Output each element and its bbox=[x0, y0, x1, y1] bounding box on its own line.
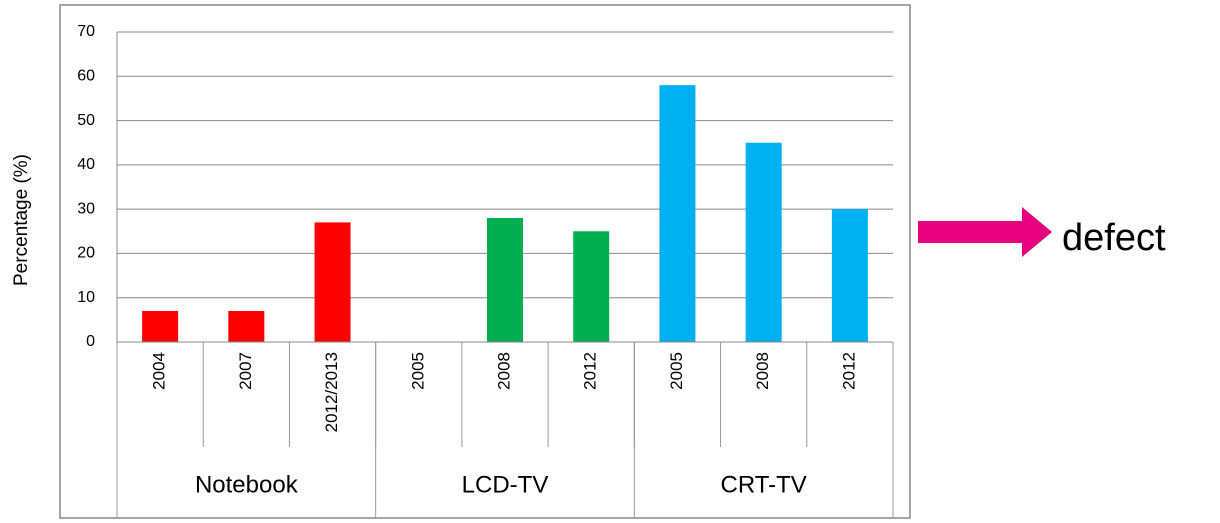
x-tick-label: 2012 bbox=[581, 352, 600, 390]
x-tick-label: 2005 bbox=[408, 352, 427, 390]
x-tick-label: 2008 bbox=[494, 352, 513, 390]
y-axis-label: Percentage (%) bbox=[11, 154, 32, 286]
x-tick-label: 2005 bbox=[667, 352, 686, 390]
y-tick-label: 30 bbox=[77, 200, 95, 217]
x-tick-label: 2008 bbox=[753, 352, 772, 390]
bar bbox=[659, 85, 696, 343]
x-tick-label: 2007 bbox=[236, 352, 255, 390]
annotation: defect bbox=[1062, 217, 1166, 259]
bar bbox=[228, 311, 265, 342]
x-tick-label: 2012 bbox=[839, 352, 858, 390]
y-tick-label: 60 bbox=[77, 68, 95, 85]
bar bbox=[745, 142, 782, 342]
y-tick-label: 50 bbox=[77, 112, 95, 129]
group-label: Notebook bbox=[195, 471, 299, 498]
chart-frame bbox=[59, 4, 911, 519]
group-label: CRT-TV bbox=[721, 471, 807, 498]
x-tick-label: 2012/2013 bbox=[322, 352, 341, 432]
bar bbox=[573, 231, 610, 342]
arrow bbox=[918, 207, 1052, 257]
group-label: LCD-TV bbox=[462, 471, 549, 498]
y-tick-label: 40 bbox=[77, 156, 95, 173]
bar bbox=[142, 311, 179, 342]
bar bbox=[487, 218, 523, 342]
category-labels: 2004 2007 2012/2013 2005 2008 2012 2005 2008 201… bbox=[150, 352, 859, 432]
x-tick-label: 2004 bbox=[150, 352, 169, 390]
y-tick-label: 0 bbox=[86, 333, 95, 350]
y-tick-label: 20 bbox=[77, 245, 95, 262]
y-tick-label: 10 bbox=[77, 289, 95, 306]
bar bbox=[314, 222, 351, 342]
y-tick-label: 70 bbox=[77, 23, 95, 40]
bar bbox=[831, 209, 868, 342]
